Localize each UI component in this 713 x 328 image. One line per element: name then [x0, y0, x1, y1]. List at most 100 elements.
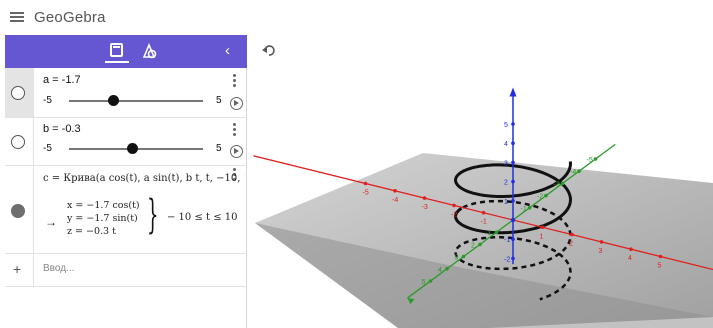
- system-brace: }: [147, 192, 159, 238]
- z-axis-arrow: [509, 87, 517, 97]
- x-tick-2: [570, 232, 574, 237]
- x-tick-label: 2: [569, 241, 573, 248]
- z-tick--2: [511, 256, 515, 261]
- y-tick-4: [445, 267, 449, 271]
- helix-below-plane: [454, 199, 572, 301]
- slider-b-knob[interactable]: [126, 143, 138, 154]
- y-tick--3: [560, 181, 565, 186]
- x-tick--1: [481, 210, 486, 215]
- visibility-toggle-a[interactable]: [11, 86, 25, 100]
- y-tick-label: -4: [570, 169, 576, 176]
- z-tick-label: 2: [504, 180, 508, 187]
- slider-a-track[interactable]: [69, 100, 203, 102]
- y-tick-label: -3: [554, 181, 560, 188]
- x-tick-label: 4: [628, 255, 632, 262]
- slider-a-knob[interactable]: [108, 95, 120, 106]
- curve-c-command[interactable]: c = Крива(a cos(t), a sin(t), b t, t, −1…: [43, 173, 245, 184]
- play-animation-icon-b[interactable]: [230, 145, 243, 158]
- x-axis: [253, 155, 713, 271]
- algebra-input-field[interactable]: Ввод...: [43, 263, 75, 274]
- curve-c-parameter-range: − 10 ≤ t ≤ 10: [167, 212, 238, 223]
- z-tick-label: -2: [504, 256, 510, 263]
- z-tick-1: [511, 199, 515, 203]
- algebra-row-slider-a[interactable]: a = -1.7 -5 5: [5, 68, 247, 118]
- x-tick-label: -4: [392, 197, 398, 204]
- z-tick-4: [511, 141, 515, 145]
- slider-b-definition[interactable]: b = -0.3: [43, 123, 81, 135]
- visibility-toggle-b[interactable]: [11, 135, 25, 149]
- slider-a-max: 5: [216, 95, 222, 106]
- row-b-menu-icon[interactable]: [233, 123, 237, 138]
- curve-z-equation: z = −0.3 t: [67, 226, 116, 237]
- x-tick-4: [629, 247, 633, 251]
- tools-tab-icon[interactable]: [141, 42, 157, 59]
- curve-x-equation: x = −1.7 cos(t): [67, 200, 140, 211]
- y-tick--4: [577, 169, 581, 173]
- z-tick-label: 1: [504, 199, 508, 206]
- y-tick-label: -5: [587, 157, 593, 164]
- x-tick--3: [422, 196, 427, 200]
- panel-toolbar: ‹: [5, 35, 247, 68]
- helix-curve: [453, 161, 573, 301]
- row-c-menu-icon[interactable]: [233, 168, 237, 183]
- y-tick-label: 5: [422, 279, 426, 286]
- x-tick-1: [540, 225, 545, 230]
- app-header: GeoGebra: [0, 0, 713, 35]
- y-axis-arrow: [407, 298, 415, 305]
- y-tick--1: [527, 206, 532, 210]
- z-tick-label: 5: [504, 122, 508, 129]
- algebra-row-slider-b[interactable]: b = -0.3 -5 5: [5, 118, 247, 166]
- y-tick--5: [593, 157, 598, 161]
- y-tick-5: [428, 279, 433, 283]
- helix-above-plane: [453, 161, 573, 235]
- play-animation-icon-a[interactable]: [230, 97, 243, 110]
- y-tick-3: [461, 254, 466, 259]
- z-tick-3: [511, 160, 515, 165]
- x-tick--5: [363, 181, 368, 186]
- curve-c-parametric-output: x = −1.7 cos(t) y = −1.7 sin(t) z = −0.3…: [67, 199, 140, 238]
- algebra-panel: ‹ a = -1.7 -5 5 b = -0.3 -5 5 c = Крива(…: [5, 35, 247, 328]
- x-tick-label: -1: [481, 219, 487, 226]
- y-tick--2: [544, 193, 548, 198]
- slider-a-min: -5: [43, 95, 52, 106]
- algebra-view-tab-icon[interactable]: [105, 43, 129, 63]
- algebra-row-curve-c[interactable]: c = Крива(a cos(t), a sin(t), b t, t, −1…: [5, 166, 247, 254]
- z-tick-5: [511, 122, 515, 126]
- hamburger-menu-icon[interactable]: [10, 12, 24, 23]
- undo-icon[interactable]: [262, 44, 276, 58]
- collapse-panel-chevron-icon[interactable]: ‹: [225, 42, 230, 59]
- slider-a-definition[interactable]: a = -1.7: [43, 74, 81, 86]
- xy-plane-shade: [255, 223, 713, 328]
- x-tick-label: -2: [451, 211, 457, 218]
- y-tick-label: 1: [488, 230, 492, 237]
- x-tick--4: [393, 189, 397, 193]
- y-tick-label: 2: [471, 242, 475, 249]
- z-tick-2: [511, 179, 515, 184]
- x-tick--2: [452, 203, 456, 208]
- app-brand: GeoGebra: [34, 9, 106, 26]
- y-tick-label: 4: [438, 267, 442, 274]
- y-tick-1: [494, 230, 499, 234]
- add-item-plus-icon[interactable]: +: [13, 261, 22, 277]
- z-tick-label: -1: [504, 237, 510, 244]
- x-tick-5: [658, 254, 663, 259]
- slider-b-min: -5: [43, 143, 52, 154]
- x-tick-label: -3: [422, 204, 428, 211]
- row-a-menu-icon[interactable]: [233, 74, 237, 89]
- graphics-3d-view[interactable]: -5 -4 -3 -2 -1 1 2 3 4 5 -5 -4 -3 -2 -1 1 2 3 4 5 5 4 3 2 1 -1 -2: [248, 35, 713, 328]
- origin-point: [510, 217, 516, 223]
- x-tick-label: -5: [363, 190, 369, 197]
- z-tick-label: 3: [504, 160, 508, 167]
- visibility-toggle-c[interactable]: [11, 204, 25, 218]
- algebra-input-row[interactable]: + Ввод...: [5, 254, 247, 287]
- x-tick-label: 3: [599, 248, 603, 255]
- z-tick--1: [511, 237, 515, 241]
- x-tick-3: [599, 240, 604, 244]
- x-tick-label: 1: [540, 233, 544, 240]
- output-arrow: →: [45, 215, 57, 229]
- y-tick-label: -2: [537, 194, 543, 201]
- z-tick-label: 4: [504, 141, 508, 148]
- x-tick-label: 5: [658, 263, 662, 270]
